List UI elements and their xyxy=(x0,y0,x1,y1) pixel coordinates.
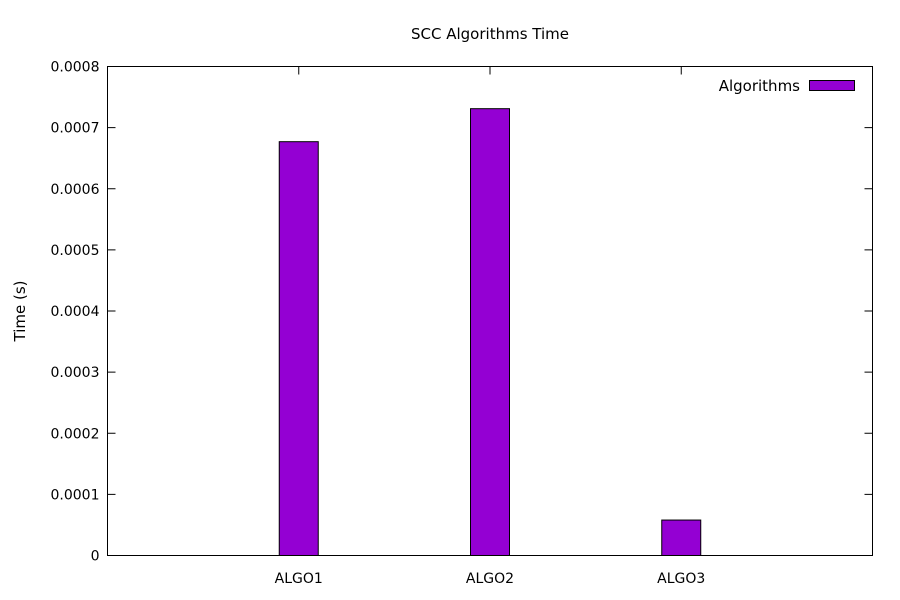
legend: Algorithms xyxy=(719,77,855,95)
bar-algo3 xyxy=(661,519,702,556)
legend-label: Algorithms xyxy=(719,77,800,95)
legend-swatch xyxy=(809,80,855,91)
x-tick-label: ALGO2 xyxy=(466,571,514,587)
y-tick-label: 0.0005 xyxy=(51,243,100,259)
y-tick-label: 0.0002 xyxy=(51,426,100,442)
bar-algo1 xyxy=(278,141,319,556)
bars xyxy=(278,108,702,557)
chart-title: SCC Algorithms Time xyxy=(411,25,569,43)
y-axis-label: Time (s) xyxy=(11,281,29,343)
y-tick-label: 0.0008 xyxy=(51,60,100,76)
y-tick-label: 0.0006 xyxy=(51,182,100,198)
y-tick-label: 0.0004 xyxy=(51,304,100,320)
y-tick-label: 0.0003 xyxy=(51,365,100,381)
plot-frame xyxy=(107,66,873,556)
bar-algo2 xyxy=(470,108,510,557)
x-tick-label: ALGO3 xyxy=(657,571,705,587)
y-tick-label: 0.0001 xyxy=(51,487,100,503)
y-tick-label: 0.0007 xyxy=(51,121,100,137)
axis-ticks: 0 0.0001 0.0002 0.0003 0.0004 0.0005 0.0006 0.0… xyxy=(51,60,873,587)
x-tick-label: ALGO1 xyxy=(275,571,323,587)
y-tick-label: 0 xyxy=(91,549,100,565)
